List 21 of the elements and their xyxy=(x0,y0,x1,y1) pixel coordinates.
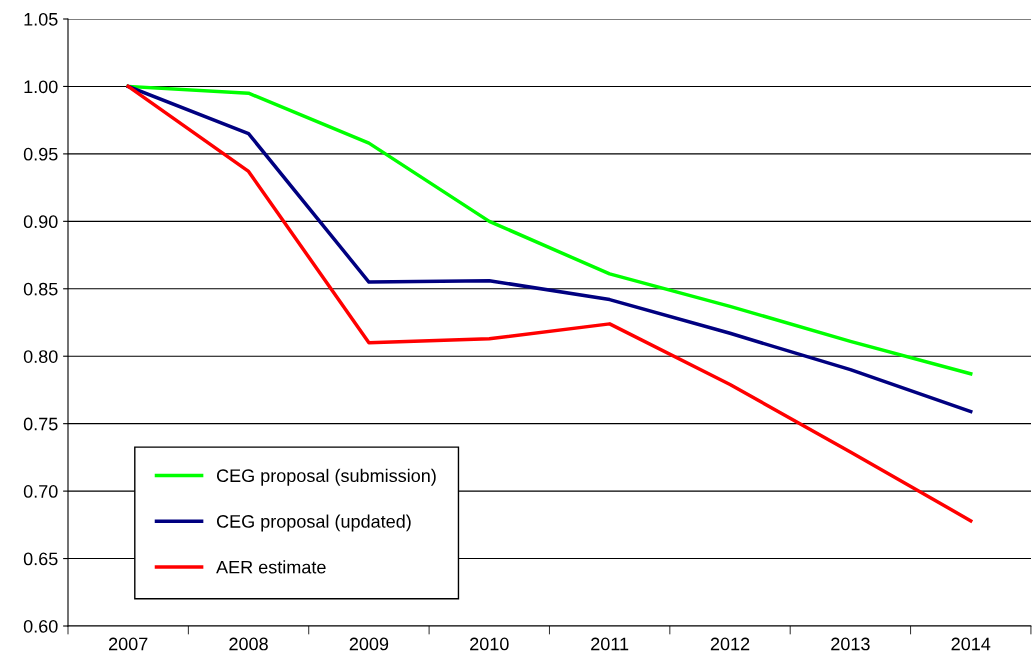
y-tick-label: 0.70 xyxy=(23,485,58,498)
y-tick-label: 0.90 xyxy=(23,215,58,229)
legend-label: CEG proposal (submission) xyxy=(216,468,436,486)
y-tick-label: 0.80 xyxy=(23,350,58,363)
legend-label: CEG proposal (updated) xyxy=(216,514,411,532)
y-tick-label: 0.65 xyxy=(23,552,58,566)
y-tick-label: 0.75 xyxy=(23,417,58,431)
x-tick-label: 2012 xyxy=(710,637,750,651)
y-tick-label: 1.00 xyxy=(24,80,58,94)
x-tick-label: 2014 xyxy=(951,637,991,651)
x-tick-label: 2007 xyxy=(109,637,148,651)
x-tick-label: 2010 xyxy=(470,637,509,651)
y-tick-label: 1.05 xyxy=(24,12,58,26)
y-tick-label: 0.95 xyxy=(23,147,58,161)
x-tick-label: 2013 xyxy=(831,637,870,651)
legend-label: AER estimate xyxy=(216,560,326,574)
x-tick-label: 2008 xyxy=(229,637,268,651)
x-tick-label: 2011 xyxy=(591,637,629,651)
x-tick-label: 2009 xyxy=(349,637,389,651)
y-tick-label: 0.85 xyxy=(23,282,58,296)
y-tick-label: 0.60 xyxy=(23,619,58,633)
